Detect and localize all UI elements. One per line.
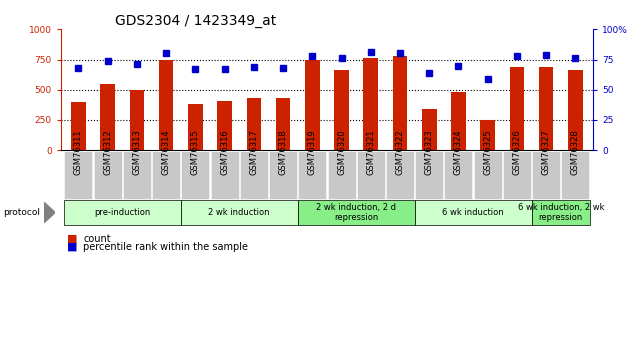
Bar <box>101 84 115 150</box>
Text: GSM76314: GSM76314 <box>162 129 171 175</box>
Text: ■: ■ <box>67 234 78 244</box>
Text: GSM76311: GSM76311 <box>74 129 83 175</box>
Bar <box>510 67 524 150</box>
Bar <box>305 59 320 150</box>
Bar <box>480 120 495 150</box>
Bar <box>276 98 290 150</box>
Text: GSM76312: GSM76312 <box>103 129 112 175</box>
Text: GDS2304 / 1423349_at: GDS2304 / 1423349_at <box>115 14 277 28</box>
Text: 2 wk induction, 2 d
repression: 2 wk induction, 2 d repression <box>316 203 396 222</box>
Text: GSM76320: GSM76320 <box>337 129 346 175</box>
Bar <box>422 109 437 150</box>
Bar <box>568 70 583 150</box>
Bar <box>539 67 553 150</box>
Text: GSM76326: GSM76326 <box>512 129 521 175</box>
Text: GSM76319: GSM76319 <box>308 129 317 175</box>
Text: GSM76313: GSM76313 <box>133 129 142 175</box>
Text: GSM76317: GSM76317 <box>249 129 258 175</box>
Text: GSM76318: GSM76318 <box>279 129 288 175</box>
Text: 6 wk induction: 6 wk induction <box>442 208 504 217</box>
Text: protocol: protocol <box>3 208 40 217</box>
Text: percentile rank within the sample: percentile rank within the sample <box>83 242 248 252</box>
Bar <box>393 56 407 150</box>
Text: GSM76322: GSM76322 <box>395 129 404 175</box>
Text: GSM76316: GSM76316 <box>220 129 229 175</box>
Text: pre-induction: pre-induction <box>94 208 151 217</box>
Text: GSM76315: GSM76315 <box>191 129 200 175</box>
Text: GSM76325: GSM76325 <box>483 129 492 175</box>
Text: 2 wk induction: 2 wk induction <box>208 208 270 217</box>
Bar <box>217 101 232 150</box>
Text: ■: ■ <box>67 242 78 252</box>
Bar <box>334 70 349 150</box>
Bar <box>159 59 174 150</box>
Polygon shape <box>44 202 55 223</box>
Text: count: count <box>83 234 111 244</box>
Text: GSM76321: GSM76321 <box>366 129 375 175</box>
Text: GSM76328: GSM76328 <box>571 129 580 175</box>
Bar <box>71 102 86 150</box>
Text: GSM76324: GSM76324 <box>454 129 463 175</box>
Text: 6 wk induction, 2 wk
repression: 6 wk induction, 2 wk repression <box>517 203 604 222</box>
Bar <box>363 58 378 150</box>
Bar <box>451 92 466 150</box>
Text: GSM76327: GSM76327 <box>542 129 551 175</box>
Text: GSM76323: GSM76323 <box>425 129 434 175</box>
Bar <box>188 104 203 150</box>
Bar <box>129 90 144 150</box>
Bar <box>247 98 261 150</box>
